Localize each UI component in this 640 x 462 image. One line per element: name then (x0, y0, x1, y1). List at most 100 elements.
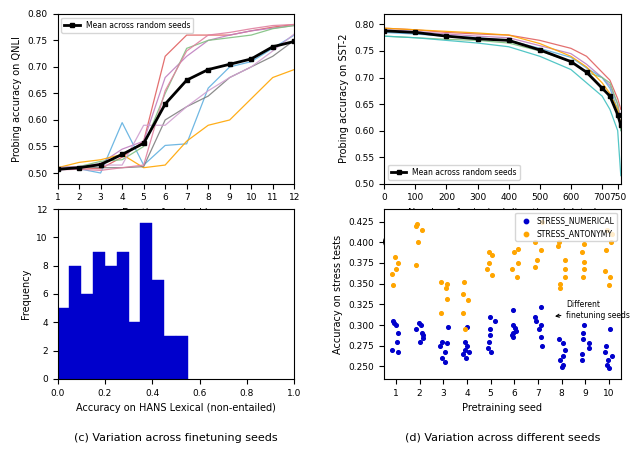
Line: Mean across random seeds: Mean across random seeds (56, 39, 296, 171)
Point (436, 278, 446, 286)
Point (487, 251, 497, 258)
Point (531, 238, 541, 246)
Mean across random seeds (536, 47, 544, 53)
X-axis label: Depth of probed layer: Depth of probed layer (122, 208, 230, 218)
Mean across random seeds (76, 165, 83, 170)
Mean across random seeds (118, 152, 126, 157)
Point (411, 325, 421, 333)
Point (560, 274, 570, 281)
Mean across random seeds (412, 30, 419, 35)
Point (605, 325, 616, 333)
Point (461, 354, 471, 362)
Point (418, 331, 428, 339)
Point (555, 280, 565, 287)
Point (602, 226, 612, 233)
Mean across random seeds (269, 44, 276, 49)
Point (416, 321, 426, 328)
Point (506, 265, 516, 273)
Title: (a) Probing variation across layers: (a) Probing variation across layers (81, 237, 271, 247)
Point (554, 356, 564, 364)
Point (602, 361, 612, 369)
Point (462, 323, 472, 330)
Point (436, 309, 447, 316)
Point (578, 274, 588, 281)
Point (458, 309, 468, 316)
Point (600, 348, 610, 355)
Point (604, 274, 614, 281)
Legend: STRESS_NUMERICAL, STRESS_ANTONYMY: STRESS_NUMERICAL, STRESS_ANTONYMY (515, 213, 617, 241)
Point (484, 325, 495, 333)
Bar (105, 266, 116, 379)
Point (460, 346, 470, 353)
Point (484, 331, 495, 339)
Point (577, 350, 588, 358)
Point (577, 335, 588, 343)
STRESS_ANTONYMY (388, 281, 398, 289)
Point (558, 353, 568, 360)
Legend: Mean across random seeds: Mean across random seeds (61, 18, 193, 33)
Point (458, 350, 468, 358)
Mean across random seeds (474, 36, 481, 42)
Point (442, 323, 452, 330)
Point (557, 364, 567, 371)
Point (531, 317, 541, 325)
Point (556, 284, 566, 292)
X-axis label: Pretraining seed: Pretraining seed (463, 403, 543, 413)
STRESS_NUMERICAL (393, 349, 403, 356)
STRESS_ANTONYMY (393, 259, 403, 267)
Point (440, 284, 451, 292)
Point (411, 261, 421, 268)
Y-axis label: Probing accuracy on SST-2: Probing accuracy on SST-2 (339, 34, 349, 164)
Point (442, 280, 452, 287)
Point (604, 365, 614, 372)
Point (558, 340, 568, 347)
Mean across random seeds (567, 59, 575, 64)
Point (413, 238, 423, 246)
Mean across random seeds (291, 39, 298, 44)
X-axis label: Number of principal directions deleted: Number of principal directions deleted (408, 208, 596, 218)
Point (458, 290, 468, 297)
X-axis label: Accuracy on HANS Lexical (non-entailed): Accuracy on HANS Lexical (non-entailed) (76, 403, 276, 413)
Mean across random seeds (54, 166, 61, 172)
Point (417, 226, 427, 233)
Point (532, 257, 542, 264)
Point (536, 321, 547, 328)
Point (604, 281, 614, 289)
Point (553, 243, 563, 250)
Point (584, 340, 594, 347)
Point (601, 247, 611, 254)
Point (435, 342, 445, 349)
Bar (69, 266, 81, 379)
Point (460, 325, 470, 333)
Point (415, 338, 426, 345)
Bar (93, 251, 105, 379)
Point (577, 356, 588, 364)
Point (460, 338, 470, 345)
STRESS_NUMERICAL (387, 346, 397, 353)
Point (484, 259, 495, 267)
Mean across random seeds (204, 67, 212, 73)
Bar (152, 280, 164, 379)
Point (506, 331, 516, 339)
Point (579, 240, 589, 248)
Mean across random seeds (380, 28, 388, 34)
STRESS_NUMERICAL (388, 319, 399, 326)
Point (410, 222, 420, 229)
STRESS_NUMERICAL (393, 329, 403, 337)
Point (442, 295, 452, 302)
Point (536, 342, 547, 349)
Title: (d) Variation across different seeds: (d) Variation across different seeds (404, 432, 600, 443)
Point (510, 325, 520, 332)
Point (536, 334, 547, 341)
Mean across random seeds (183, 78, 191, 83)
Point (459, 278, 469, 286)
Point (558, 361, 568, 369)
Point (437, 338, 447, 345)
STRESS_NUMERICAL (392, 338, 403, 345)
Point (584, 345, 595, 352)
Mean across random seeds (140, 140, 147, 146)
Legend: Mean across random seeds: Mean across random seeds (388, 164, 520, 180)
Point (579, 321, 589, 328)
Bar (81, 294, 93, 379)
Point (482, 265, 492, 273)
